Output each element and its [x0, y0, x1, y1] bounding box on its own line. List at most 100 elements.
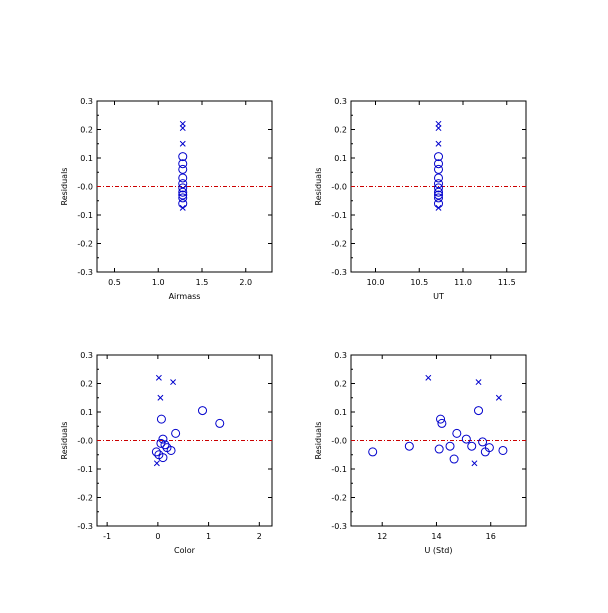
x-tick-label: 11.0	[454, 278, 472, 287]
data-point-cross	[179, 140, 186, 147]
data-point-circle	[484, 443, 494, 453]
data-point-circle	[178, 173, 188, 183]
data-point-circle	[156, 414, 166, 424]
y-axis-label: Residuals	[60, 422, 69, 460]
y-tick-label: -0.0	[331, 437, 347, 446]
data-point-circle	[445, 441, 455, 451]
data-point-circle	[452, 428, 462, 438]
data-point-circle	[178, 164, 188, 174]
x-axis-label: U (Std)	[425, 546, 453, 555]
y-axis-label: Residuals	[314, 168, 323, 206]
y-tick-label: -0.3	[331, 268, 347, 277]
x-tick-label: 10.5	[410, 278, 428, 287]
data-point-cross	[155, 374, 162, 381]
x-tick-label: 1.0	[152, 278, 165, 287]
y-tick-label: 0.3	[334, 351, 347, 360]
data-point-circle	[434, 183, 443, 193]
data-point-circle	[198, 406, 208, 416]
data-point-circle	[449, 454, 459, 464]
y-tick-label: -0.2	[331, 240, 347, 249]
y-tick-label: -0.0	[77, 183, 93, 192]
y-tick-label: -0.1	[77, 211, 93, 220]
data-point-cross	[179, 120, 186, 127]
data-point-cross	[179, 125, 186, 132]
y-tick-label: -0.2	[77, 240, 93, 249]
y-tick-label: -0.1	[331, 211, 347, 220]
data-point-circle	[436, 414, 446, 424]
data-point-circle	[178, 193, 188, 203]
data-point-circle	[478, 437, 488, 447]
data-point-cross	[153, 460, 160, 467]
data-point-circle	[158, 453, 168, 463]
data-point-circle	[437, 418, 447, 428]
data-point-circle	[434, 152, 443, 162]
data-point-cross	[435, 120, 442, 127]
data-point-circle	[166, 445, 176, 455]
y-tick-label: 0.3	[80, 351, 93, 360]
x-axis-label: Color	[174, 546, 196, 555]
data-point-circle	[434, 199, 443, 209]
y-tick-label: -0.3	[77, 522, 93, 531]
data-point-circle	[178, 152, 188, 162]
x-axis-label: Airmass	[169, 292, 201, 301]
x-axis-label: UT	[433, 292, 444, 301]
data-point-cross	[435, 140, 442, 147]
y-tick-label: 0.2	[80, 126, 93, 135]
data-point-circle	[467, 441, 477, 451]
data-point-circle	[178, 159, 188, 169]
data-point-circle	[434, 444, 444, 454]
x-tick-label: 0	[155, 532, 160, 541]
panel-2: -0.3 -0.2 -0.1 -0.0 0.1 0.2 0.3 10.0 10.5 11.0 11.…	[314, 97, 527, 301]
data-point-cross	[425, 374, 432, 381]
y-tick-label: -0.3	[77, 268, 93, 277]
data-point-circle	[171, 428, 181, 438]
data-point-circle	[178, 190, 188, 200]
x-tick-label: 16	[486, 532, 496, 541]
data-point-circle	[434, 193, 443, 203]
y-tick-label: -0.3	[331, 522, 347, 531]
x-tick-label: 10.0	[367, 278, 385, 287]
data-point-circle	[498, 445, 508, 455]
y-tick-label: -0.2	[77, 494, 93, 503]
x-tick-label: 1.5	[196, 278, 209, 287]
y-axis-label: Residuals	[60, 168, 69, 206]
data-point-circle	[474, 406, 484, 416]
x-tick-label: 2	[257, 532, 262, 541]
x-tick-label: 1	[206, 532, 211, 541]
data-point-cross	[179, 204, 186, 211]
data-point-circle	[434, 187, 443, 197]
data-point-circle	[178, 187, 188, 197]
panel-4: -0.3 -0.2 -0.1 -0.0 0.1 0.2 0.3 12 14 16 U (Std) Re…	[314, 351, 527, 555]
data-point-cross	[435, 125, 442, 132]
data-point-circle	[215, 418, 225, 428]
y-tick-label: 0.1	[334, 408, 347, 417]
y-tick-label: 0.1	[80, 154, 93, 163]
panel-1: -0.3 -0.2 -0.1 -0.0 0.1 0.2 0.3 0.5 1.0 1.5 2.0 Air…	[60, 97, 273, 301]
data-point-circle	[434, 164, 443, 174]
x-tick-label: 14	[431, 532, 441, 541]
y-tick-label: 0.1	[80, 408, 93, 417]
x-tick-label: 0.5	[108, 278, 121, 287]
data-point-circle	[156, 438, 166, 448]
x-tick-label: 11.5	[498, 278, 516, 287]
data-point-circle	[461, 434, 471, 444]
data-point-circle	[368, 447, 378, 457]
data-point-cross	[471, 460, 478, 467]
y-tick-label: 0.2	[80, 380, 93, 389]
y-tick-label: -0.1	[77, 465, 93, 474]
y-tick-label: -0.0	[77, 437, 93, 446]
data-point-circle	[434, 159, 443, 169]
x-tick-label: -1	[103, 532, 111, 541]
data-point-circle	[434, 179, 443, 189]
y-tick-label: -0.2	[331, 494, 347, 503]
y-tick-label: -0.1	[331, 465, 347, 474]
data-point-circle	[178, 183, 188, 193]
x-tick-label: 2.0	[239, 278, 252, 287]
data-point-cross	[495, 394, 502, 401]
data-point-circle	[178, 199, 188, 209]
y-tick-label: -0.0	[331, 183, 347, 192]
data-point-cross	[170, 379, 177, 386]
x-tick-label: 12	[377, 532, 387, 541]
